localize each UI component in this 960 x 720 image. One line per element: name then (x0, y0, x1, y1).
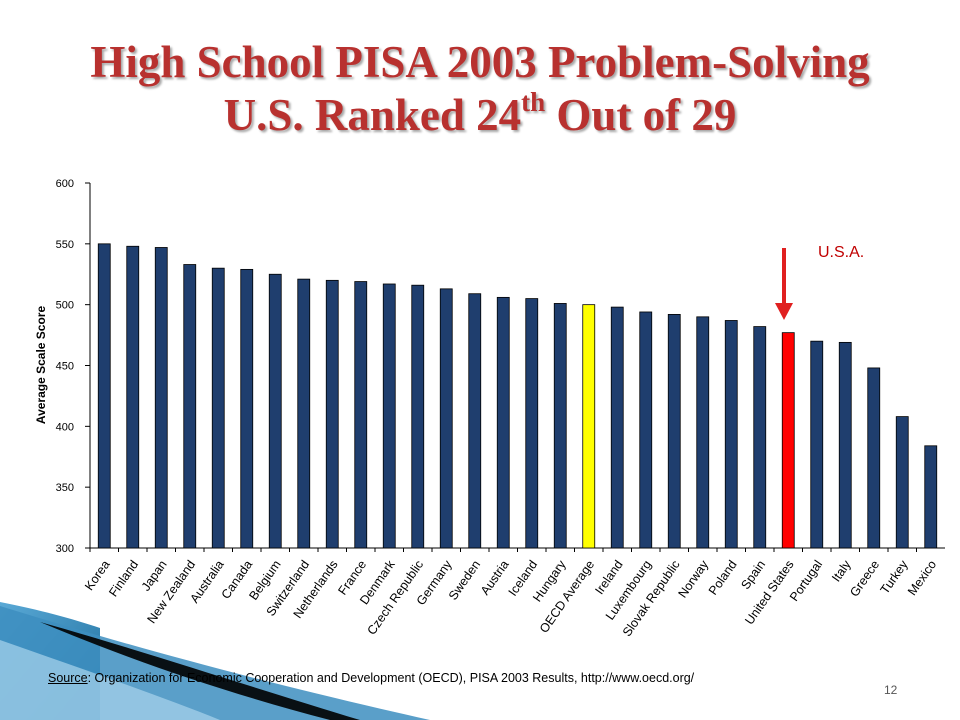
source-text: : Organization for Economic Cooperation … (87, 671, 695, 685)
bar-austria (496, 296, 510, 549)
bar-oecd-average (582, 304, 596, 549)
bar-portugal (810, 340, 824, 549)
y-tick-label: 400 (56, 421, 74, 433)
title-line-2-prefix: U.S. Ranked 24 (223, 90, 522, 140)
bar-czech-republic (411, 284, 425, 549)
page-number: 12 (884, 683, 898, 697)
bar-new-zealand (183, 264, 197, 549)
bar-japan (154, 247, 168, 549)
bar-mexico (924, 445, 938, 549)
bar-italy (838, 341, 852, 549)
source-label: Source (48, 671, 88, 685)
usa-annotation-label: U.S.A. (818, 244, 865, 261)
bar-turkey (895, 416, 909, 549)
bar-hungary (553, 303, 567, 549)
bar-norway (696, 316, 710, 549)
y-tick-label: 350 (56, 482, 74, 494)
bar-denmark (382, 283, 396, 549)
bar-greece (867, 367, 881, 549)
bar-sweden (468, 293, 482, 549)
bar-ireland (610, 306, 624, 549)
bar-united-states (781, 332, 795, 549)
bar-finland (126, 245, 140, 549)
title-line-2-superscript: th (521, 87, 546, 117)
bar-spain (753, 326, 767, 549)
y-tick-label: 550 (56, 239, 74, 251)
title-line-2: U.S. Ranked 24th Out of 29 (0, 89, 960, 142)
y-axis-label: Average Scale Score (34, 306, 48, 425)
source-citation: Source: Organization for Economic Cooper… (48, 671, 694, 685)
bar-australia (211, 267, 225, 549)
bar-switzerland (297, 278, 311, 549)
title-line-1: High School PISA 2003 Problem-Solving (90, 37, 870, 87)
bar-germany (439, 288, 453, 549)
bar-slovak-republic (667, 313, 681, 549)
bar-netherlands (325, 279, 339, 549)
y-tick-label: 450 (56, 361, 74, 373)
y-tick-label: 600 (56, 178, 74, 190)
bar-korea (97, 243, 111, 549)
bar-poland (724, 320, 738, 549)
slide-title: High School PISA 2003 Problem-Solving U.… (0, 36, 960, 142)
bars (97, 243, 938, 549)
y-tick-label: 500 (56, 300, 74, 312)
bar-canada (240, 268, 254, 549)
bar-belgium (268, 273, 282, 549)
title-line-2-suffix: Out of 29 (545, 90, 737, 140)
bar-iceland (525, 298, 539, 549)
y-tick-label: 300 (56, 543, 74, 555)
bar-luxembourg (639, 311, 653, 549)
us-arrow (775, 248, 793, 320)
bar-france (354, 281, 368, 549)
